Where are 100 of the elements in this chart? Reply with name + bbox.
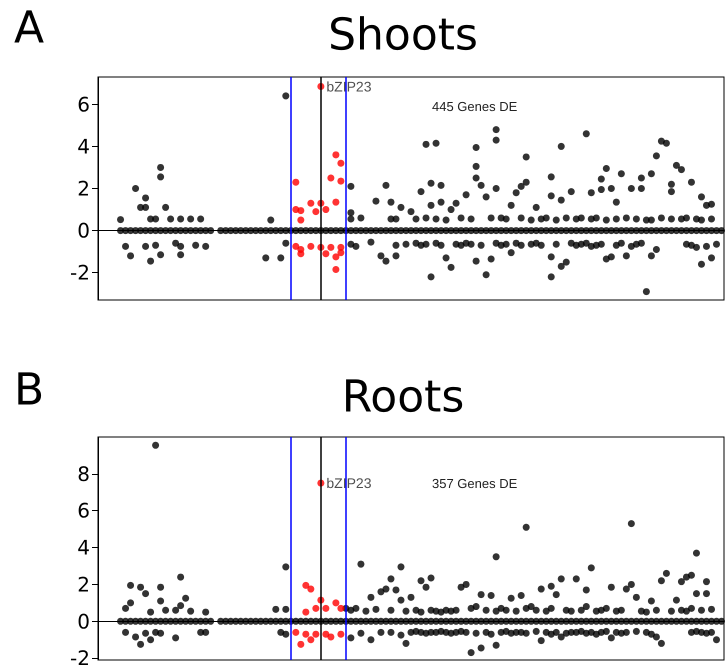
point [692,244,700,251]
point [522,524,530,531]
point [462,628,470,636]
point [522,178,530,186]
y-tick-label: 4 [77,536,90,560]
point [478,242,485,249]
point [307,586,314,593]
y-tick-label: -2 [70,646,90,669]
point [137,640,144,648]
point [332,599,340,606]
point [127,599,134,606]
point [602,628,610,635]
point [552,628,560,636]
point [297,216,304,224]
point [528,216,535,224]
point [428,202,435,209]
point [648,630,655,638]
point [272,606,280,613]
point [648,598,655,605]
point [422,584,430,591]
point [632,216,640,223]
point [377,588,384,596]
y-tick-label: -2 [70,260,90,285]
point [552,591,560,598]
y-tick-label: 2 [77,176,90,200]
point [337,604,344,612]
point [327,174,334,182]
point [538,637,545,644]
point [127,582,134,589]
y-tick-label: 2 [77,572,90,596]
point [347,634,354,642]
point [582,603,590,610]
y-tick-label: 0 [77,218,90,243]
point [352,242,360,250]
point [332,198,340,206]
point [438,242,445,249]
point [327,244,334,251]
point [377,252,384,260]
point [492,553,500,560]
point [312,630,320,638]
point [662,570,670,577]
point [262,254,270,262]
point [127,252,134,260]
point [347,216,354,223]
point [468,216,475,223]
point [692,590,700,598]
point [608,253,615,260]
point [307,242,314,250]
point [538,242,545,249]
point [552,240,560,248]
point [147,636,154,644]
point [642,608,650,616]
point [708,628,715,636]
point [712,240,720,248]
point [122,604,130,612]
point [528,603,535,610]
point [282,563,290,570]
point [492,608,500,615]
point [622,586,630,593]
point [422,240,430,248]
point [438,198,445,206]
point [562,214,570,222]
point [157,630,164,637]
point [402,640,410,647]
point [688,604,695,612]
point [162,606,170,614]
point [672,596,680,604]
point [688,572,695,579]
point [698,606,705,614]
point [702,590,710,598]
point [502,606,510,614]
point [292,178,300,186]
point [638,240,645,247]
point [482,606,490,614]
point [397,563,404,570]
point [307,200,314,207]
point [337,178,344,185]
point [602,216,610,224]
point [397,596,404,604]
point [452,606,460,614]
point [492,642,500,649]
point [382,586,390,593]
point [402,608,410,615]
point [558,575,565,582]
point [387,606,394,614]
point [347,209,354,216]
point [532,606,540,614]
point [387,575,394,582]
point [312,604,320,612]
point [668,608,675,615]
point [282,606,290,613]
point [668,188,675,196]
point [332,151,340,158]
point [698,216,705,224]
point [618,606,625,614]
point [177,574,184,581]
point [532,628,540,635]
point [157,251,164,258]
point [598,186,605,194]
point [297,640,304,648]
